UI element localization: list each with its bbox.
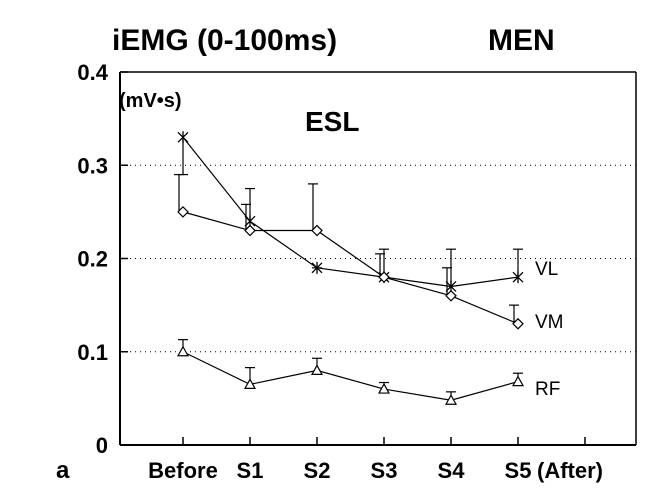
- y-tick-label: 0.2: [77, 247, 108, 272]
- data-point: [445, 289, 457, 302]
- data-point: [176, 345, 190, 357]
- data-point: [311, 261, 323, 274]
- series-label: VL: [535, 259, 558, 280]
- series-label: RF: [535, 379, 560, 400]
- series-vm: VM: [174, 173, 564, 333]
- series-line: [182, 136, 519, 288]
- data-point: [244, 224, 256, 237]
- panel-label: a: [56, 457, 70, 484]
- series-line: [182, 351, 519, 401]
- data-point: [512, 271, 524, 284]
- x-tick-label: Before: [148, 458, 218, 483]
- data-point: [177, 131, 189, 144]
- series-label: VM: [535, 312, 564, 333]
- series-layer: VL VM RF: [174, 131, 564, 405]
- chart-subtitle: ESL: [305, 106, 359, 137]
- data-point: [444, 394, 458, 405]
- data-point: [511, 375, 525, 387]
- x-axis-suffix: (After): [537, 458, 603, 483]
- chart-title-group: MEN: [488, 24, 555, 57]
- y-tick-label: 0.4: [77, 60, 108, 85]
- data-point: [377, 382, 391, 394]
- x-tick-label: S3: [371, 458, 398, 483]
- series-vl: VL: [177, 131, 558, 293]
- x-tick-label: S2: [304, 458, 331, 483]
- series-line: [182, 211, 519, 325]
- y-tick-label: 0: [96, 433, 108, 458]
- data-point: [512, 317, 524, 330]
- y-tick-label: 0.1: [77, 340, 108, 365]
- data-point: [310, 364, 324, 375]
- x-tick-label: S5: [505, 458, 532, 483]
- data-point: [378, 271, 390, 283]
- data-point: [243, 378, 257, 389]
- x-tick-label: S1: [237, 458, 264, 483]
- x-tick-label: S4: [438, 458, 466, 483]
- chart-title: iEMG (0-100ms): [112, 24, 337, 57]
- series-rf: RF: [176, 339, 560, 405]
- data-point: [177, 206, 189, 218]
- x-axis: Before S1 S2 S3 S4 S5: [148, 437, 586, 483]
- y-axis-unit: (mV•s): [119, 90, 182, 112]
- y-axis: 0 0.1 0.2 0.3 0.4: [77, 60, 128, 458]
- y-tick-label: 0.3: [77, 153, 108, 178]
- data-point: [311, 224, 323, 237]
